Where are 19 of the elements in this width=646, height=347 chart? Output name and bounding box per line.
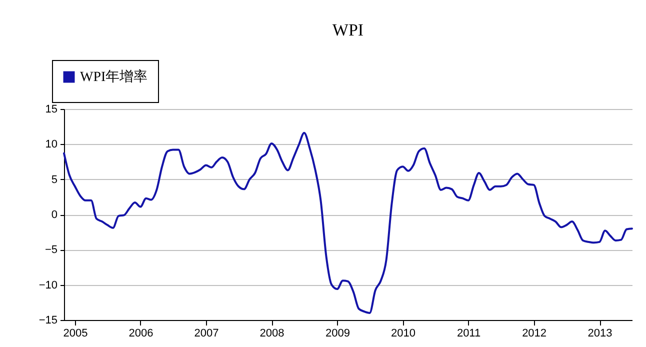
x-tick-label: 2006 xyxy=(128,328,154,340)
y-tick-label: 0 xyxy=(51,209,58,221)
x-tick-label: 2011 xyxy=(456,328,481,340)
x-tick-label: 2005 xyxy=(63,328,88,340)
y-tick-label: 10 xyxy=(45,138,58,151)
x-tick-label: 2008 xyxy=(260,328,284,340)
x-tick-label: 2013 xyxy=(588,328,612,340)
legend-label: WPI年增率 xyxy=(80,69,148,85)
x-tick-label: 2012 xyxy=(522,328,547,340)
y-tick-label: −10 xyxy=(38,279,58,292)
x-tick-label: 2009 xyxy=(325,328,350,340)
y-tick-label: −15 xyxy=(38,314,58,326)
y-tick-label: 15 xyxy=(45,104,58,116)
x-tick-label: 2010 xyxy=(391,328,416,340)
y-tick-label: 5 xyxy=(51,174,58,186)
y-tick-label: −5 xyxy=(44,244,58,256)
line-series xyxy=(63,132,633,314)
x-tick-label: 2007 xyxy=(194,328,219,340)
chart-title: WPI xyxy=(332,20,364,40)
